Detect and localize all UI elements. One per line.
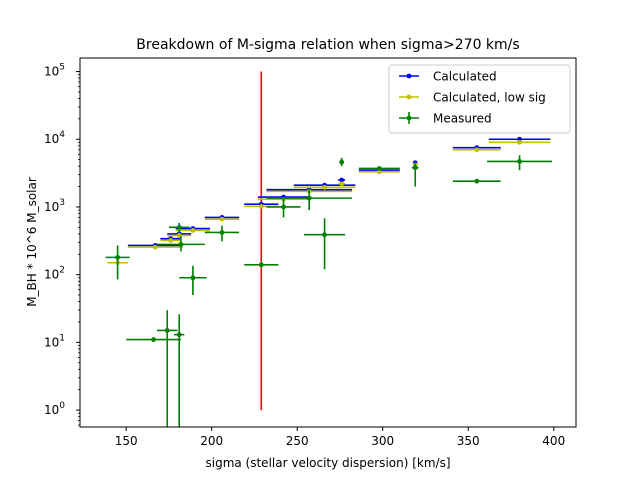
y-axis: 100 101 102 103 104 105	[44, 63, 80, 426]
y-tick-label: 104	[44, 130, 65, 146]
plot-area	[105, 71, 553, 427]
x-tick-label: 200	[200, 434, 223, 448]
data-point	[151, 337, 156, 342]
data-point	[168, 238, 174, 243]
data-point	[322, 184, 327, 190]
data-point	[376, 169, 382, 175]
data-point	[176, 332, 182, 338]
x-tick-label: 150	[115, 434, 138, 448]
data-point	[178, 241, 184, 247]
legend-marker	[406, 73, 412, 79]
y-tick-label: 105	[44, 63, 65, 79]
legend: Calculated Calculated, low sig Measured	[388, 64, 571, 134]
data-point	[115, 254, 121, 260]
y-axis-label: M_BH * 10^6 M_solar	[25, 177, 39, 307]
y-tick-label: 102	[44, 266, 65, 282]
data-point	[517, 159, 522, 164]
series-2	[107, 139, 551, 266]
data-point	[219, 230, 225, 235]
data-point	[339, 159, 345, 165]
data-point	[412, 165, 418, 171]
legend-label: Calculated	[433, 70, 497, 84]
legend-item: Calculated	[399, 70, 497, 84]
data-point	[474, 178, 480, 184]
y-tick-label: 100	[44, 401, 65, 417]
y-tick-label: 101	[44, 333, 65, 349]
data-point	[190, 228, 196, 233]
data-point	[281, 204, 286, 210]
data-point	[176, 224, 182, 230]
x-tick-label: 350	[457, 434, 480, 448]
y-tick-label: 103	[44, 198, 65, 214]
data-point	[152, 244, 158, 250]
x-tick-label: 300	[371, 434, 394, 448]
legend-marker	[406, 115, 412, 121]
data-point	[322, 232, 327, 238]
data-point	[306, 195, 312, 201]
x-axis-label: sigma (stellar velocity dispersion) [km/…	[205, 456, 450, 470]
data-point	[258, 262, 264, 268]
data-point	[339, 181, 345, 187]
data-point	[517, 139, 522, 145]
legend-label: Measured	[433, 112, 492, 126]
x-tick-label: 250	[286, 434, 309, 448]
chart-title: Breakdown of M-sigma relation when sigma…	[136, 37, 519, 53]
legend-box	[388, 64, 571, 134]
data-point	[474, 147, 480, 153]
legend-item: Calculated, low sig	[399, 91, 546, 105]
data-point	[258, 203, 264, 209]
data-point	[376, 166, 382, 171]
series-3	[105, 155, 553, 427]
data-point	[219, 216, 225, 222]
legend-label: Calculated, low sig	[433, 91, 546, 105]
x-tick-label: 400	[542, 434, 565, 448]
data-point	[164, 328, 170, 333]
legend-item: Measured	[399, 112, 492, 126]
data-point	[190, 275, 196, 281]
data-point	[339, 177, 345, 183]
legend-marker	[406, 94, 412, 100]
x-axis: 150 200 250 300 350 400	[115, 427, 565, 448]
